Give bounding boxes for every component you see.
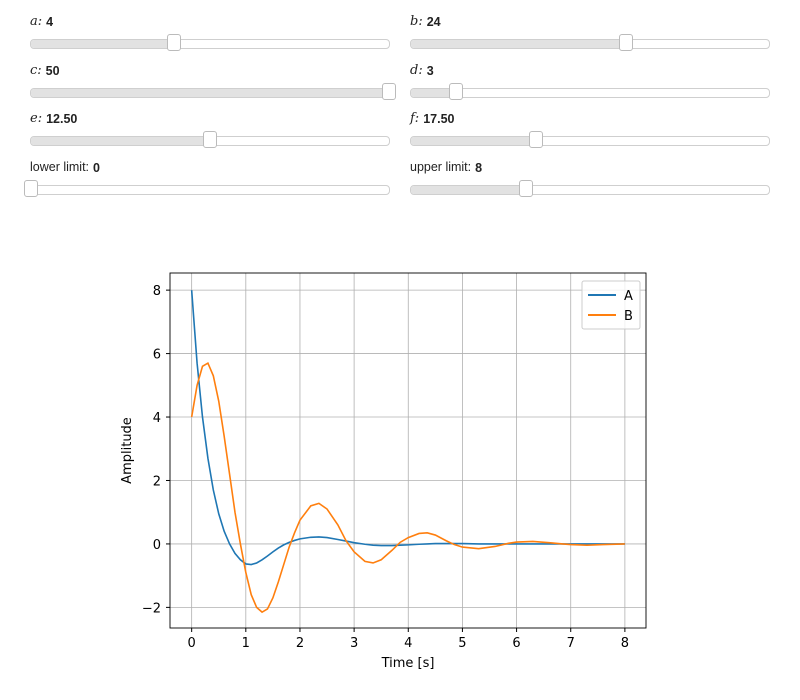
slider-label: b: xyxy=(410,14,423,29)
slider-value: 24 xyxy=(426,15,441,29)
slider-track[interactable] xyxy=(30,39,390,49)
slider: e: 12.50 xyxy=(30,97,390,148)
slider-handle[interactable] xyxy=(448,82,463,100)
x-tick-label: 7 xyxy=(567,636,575,651)
slider-value: 3 xyxy=(426,63,434,78)
y-tick-label: 8 xyxy=(153,284,161,299)
slider-label: lower limit: xyxy=(30,159,90,174)
x-tick-label: 2 xyxy=(296,636,304,651)
x-tick-label: 1 xyxy=(242,636,250,651)
slider-track[interactable] xyxy=(410,39,770,49)
slider-handle[interactable] xyxy=(167,34,182,51)
y-tick-label: 4 xyxy=(153,411,161,426)
slider-label: d: xyxy=(410,62,423,78)
slider-label: e: xyxy=(30,111,43,126)
slider-label: a: xyxy=(30,14,43,29)
x-tick-label: 4 xyxy=(404,636,412,651)
slider-handle[interactable] xyxy=(518,179,533,197)
legend-box xyxy=(581,280,641,330)
slider-value: 12.50 xyxy=(46,112,78,126)
slider: b: 24 xyxy=(410,0,770,51)
slider-label: c: xyxy=(30,62,42,78)
x-tick-label: 3 xyxy=(350,636,358,651)
slider-value: 17.50 xyxy=(423,112,455,126)
x-tick-label: 8 xyxy=(621,636,629,651)
slider: upper limit: 8 xyxy=(410,146,770,197)
slider-fill xyxy=(411,88,456,97)
slider-handle[interactable] xyxy=(529,131,544,148)
legend-label: A xyxy=(624,289,633,304)
slider-label: upper limit: xyxy=(410,159,472,174)
y-tick-label: 0 xyxy=(153,538,161,553)
slider-fill xyxy=(31,88,389,97)
x-tick-label: 0 xyxy=(188,636,196,651)
slider: d: 3 xyxy=(410,49,770,100)
slider-panel: a: 4 b: 24 c: 50 d: 3 e: 12.50 f: 17.50 lower limit:… xyxy=(0,0,800,210)
slider-fill xyxy=(31,137,210,145)
slider-label: f: xyxy=(410,111,420,126)
slider-handle[interactable] xyxy=(203,131,217,148)
slider: c: 50 xyxy=(30,49,396,100)
slider-value: 0 xyxy=(93,160,100,175)
slider-track[interactable] xyxy=(410,87,770,98)
y-axis-label: Amplitude xyxy=(120,417,135,484)
slider-value: 8 xyxy=(475,160,483,175)
slider-value: 4 xyxy=(46,15,54,29)
x-tick-label: 5 xyxy=(458,636,466,651)
x-tick-label: 6 xyxy=(512,636,520,651)
y-tick-label: −2 xyxy=(142,601,161,616)
slider-handle[interactable] xyxy=(382,82,396,100)
slider-fill xyxy=(31,40,175,48)
slider: lower limit: 0 xyxy=(24,146,390,197)
slider-fill xyxy=(411,40,626,48)
slider-fill xyxy=(411,185,526,194)
slider-track[interactable] xyxy=(410,136,770,146)
y-tick-label: 6 xyxy=(153,348,161,363)
slider-value: 50 xyxy=(45,63,60,78)
y-tick-label: 2 xyxy=(153,474,161,489)
plot-frame xyxy=(169,272,647,629)
slider-fill xyxy=(411,137,537,145)
slider: f: 17.50 xyxy=(410,97,770,148)
series-line xyxy=(190,361,625,614)
slider-handle[interactable] xyxy=(618,34,633,51)
slider: a: 4 xyxy=(30,0,390,51)
x-axis-label: Time [s] xyxy=(381,656,435,671)
slider-track[interactable] xyxy=(410,184,770,195)
slider-handle[interactable] xyxy=(24,179,38,197)
legend-label: B xyxy=(624,309,633,324)
